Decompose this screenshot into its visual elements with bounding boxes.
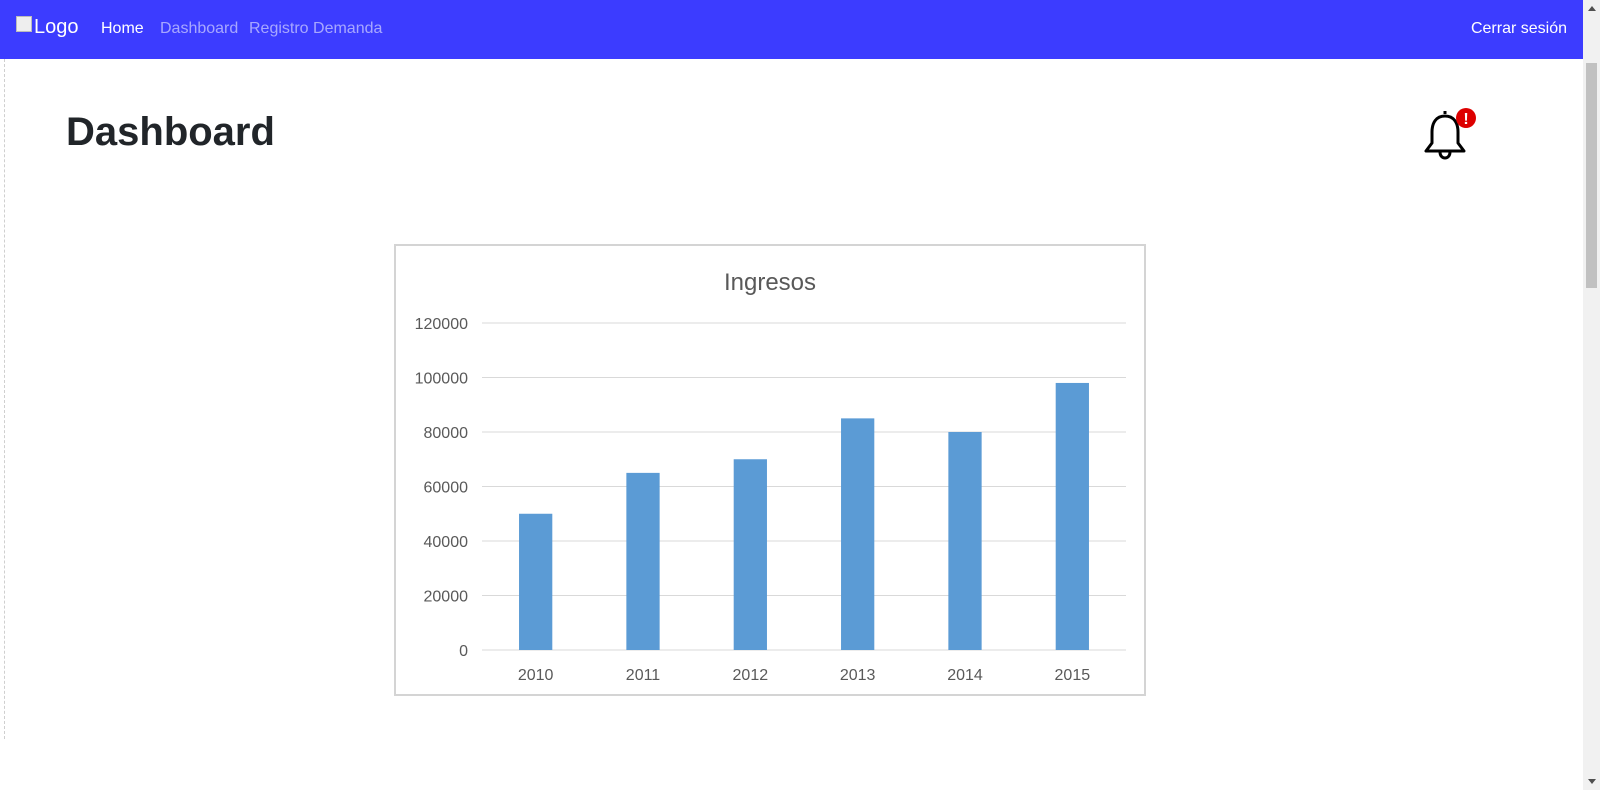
y-tick-label: 20000: [424, 589, 469, 606]
notification-badge: [1456, 108, 1476, 128]
y-tick-label: 0: [459, 643, 468, 660]
income-chart: Ingresos 0 20000 40000 60000 80000 100000 1200…: [394, 244, 1146, 696]
scroll-thumb[interactable]: [1586, 63, 1597, 288]
scroll-up-button[interactable]: [1583, 0, 1600, 17]
chevron-up-icon: [1588, 6, 1596, 11]
bar-2013: [841, 418, 875, 650]
y-tick-label: 40000: [424, 534, 469, 551]
x-tick-label: 2010: [518, 667, 554, 684]
bar-2012: [733, 459, 767, 650]
top-navbar: Logo Home Dashboard Registro Demanda Cer…: [0, 0, 1583, 59]
nav-dashboard-link[interactable]: Dashboard: [160, 20, 239, 37]
scroll-down-button[interactable]: [1583, 773, 1600, 790]
notification-badge-text: !: [1463, 111, 1468, 128]
x-tick-label: 2015: [1055, 667, 1091, 684]
y-tick-label: 80000: [424, 425, 469, 442]
broken-image-icon: [16, 16, 32, 32]
chevron-down-icon: [1588, 779, 1596, 784]
logout-link[interactable]: Cerrar sesión: [1470, 20, 1567, 37]
logo[interactable]: Logo: [16, 16, 79, 44]
notification-button[interactable]: !: [1420, 108, 1476, 164]
bar-2015: [1055, 382, 1089, 650]
page-title: Dashboard: [66, 110, 275, 154]
x-tick-label: 2011: [626, 667, 661, 684]
bar-2014: [948, 432, 982, 650]
y-tick-label: 100000: [415, 371, 468, 388]
nav-home-link[interactable]: Home: [101, 20, 144, 37]
chart-title: Ingresos: [724, 269, 816, 296]
bar-2010: [519, 513, 553, 650]
bell-icon: !: [1424, 108, 1476, 160]
x-tick-label: 2012: [733, 667, 769, 684]
x-tick-label: 2014: [947, 667, 983, 684]
y-tick-label: 60000: [424, 480, 469, 497]
income-bar-chart: Ingresos 0 20000 40000 60000 80000 100000 1200…: [415, 269, 1126, 684]
left-divider: [4, 59, 5, 739]
bar-2011: [626, 472, 660, 650]
vertical-scrollbar[interactable]: [1583, 0, 1600, 790]
y-tick-label: 120000: [415, 316, 468, 333]
x-tick-label: 2013: [840, 667, 876, 684]
logo-alt-text: Logo: [34, 16, 79, 38]
nav-registro-demanda-link[interactable]: Registro Demanda: [249, 20, 383, 37]
